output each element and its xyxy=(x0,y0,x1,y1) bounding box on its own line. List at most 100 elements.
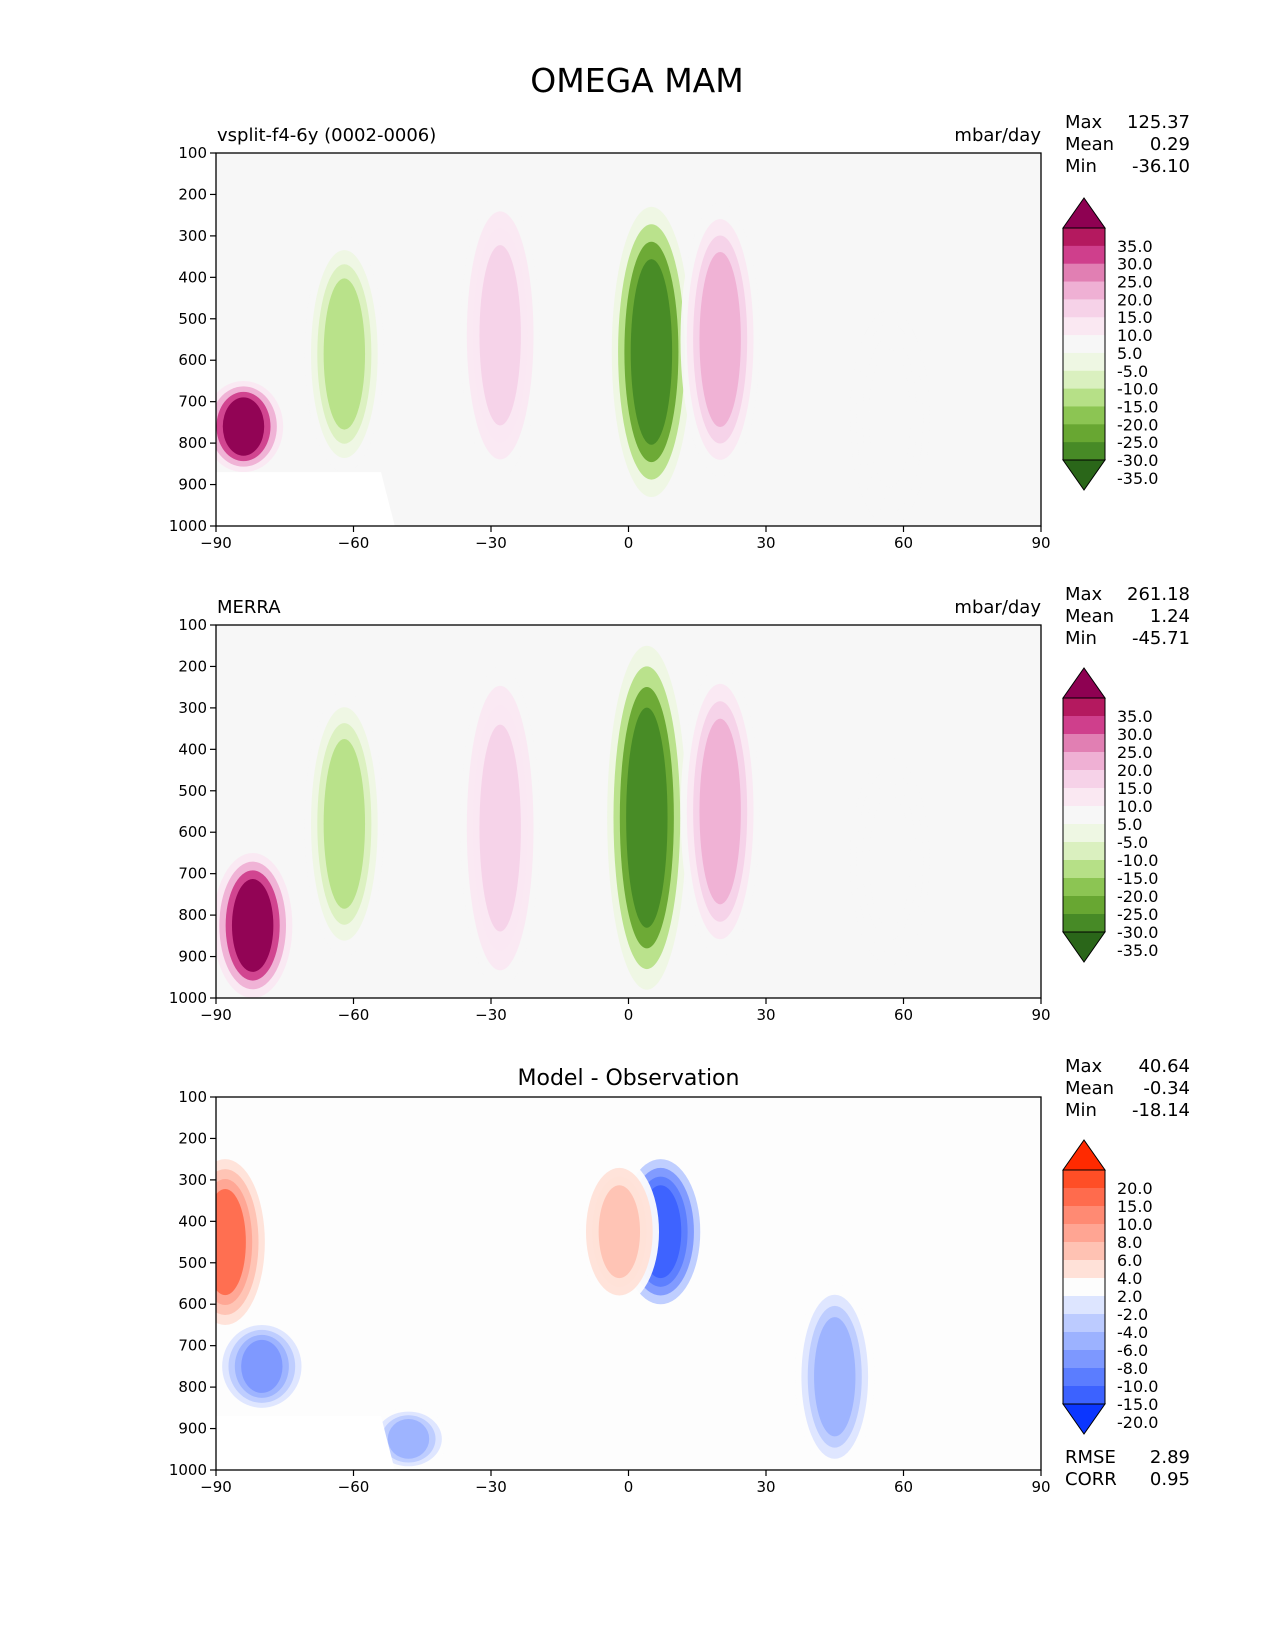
stat-label: CORR xyxy=(1065,1469,1117,1490)
stat-value: 261.18 xyxy=(1127,584,1190,605)
colorbar-label: -10.0 xyxy=(1117,851,1158,870)
colorbar-segment xyxy=(1063,1332,1105,1351)
x-tick-label: 30 xyxy=(756,534,775,552)
colorbar-label: -20.0 xyxy=(1117,887,1158,906)
colorbar-label: 2.0 xyxy=(1117,1287,1142,1306)
stat-label: RMSE xyxy=(1065,1447,1116,1468)
stat-label: Min xyxy=(1065,156,1097,177)
contour-itcz-diff-pos xyxy=(598,1185,641,1279)
colorbar-label: -4.0 xyxy=(1117,1323,1148,1342)
colorbar-label: 5.0 xyxy=(1117,815,1142,834)
x-tick-label: 30 xyxy=(756,1006,775,1024)
colorbar-segment xyxy=(1063,1296,1105,1315)
x-tick-label: −60 xyxy=(338,1478,370,1496)
colorbar-segment xyxy=(1063,734,1105,753)
colorbar-segment xyxy=(1063,299,1105,318)
colorbar-segment xyxy=(1063,860,1105,879)
x-tick-label: −30 xyxy=(475,1478,507,1496)
contour-northern-ascent xyxy=(869,349,911,488)
colorbar-segment xyxy=(1063,914,1105,933)
contour-northern-descent xyxy=(699,251,741,428)
colorbar-segment xyxy=(1063,788,1105,807)
y-tick-label: 500 xyxy=(178,1254,207,1272)
stat-value: -0.34 xyxy=(1143,1078,1190,1099)
y-tick-label: 900 xyxy=(178,1420,207,1438)
colorbar-label: 4.0 xyxy=(1117,1269,1142,1288)
colorbar-label: -5.0 xyxy=(1117,362,1148,381)
colorbar-label: 15.0 xyxy=(1117,1197,1153,1216)
stat-value: 0.29 xyxy=(1150,134,1190,155)
units-label: mbar/day xyxy=(954,125,1041,146)
y-tick-label: 400 xyxy=(178,740,207,758)
colorbar-label: -10.0 xyxy=(1117,1377,1158,1396)
colorbar-segment xyxy=(1063,1278,1105,1297)
stat-value: -18.14 xyxy=(1132,1100,1190,1121)
colorbar-label: 10.0 xyxy=(1117,1215,1153,1234)
y-tick-label: 1000 xyxy=(169,989,207,1007)
colorbar-label: 15.0 xyxy=(1117,308,1153,327)
colorbar-segment xyxy=(1063,1206,1105,1225)
colorbar-label: 15.0 xyxy=(1117,779,1153,798)
missing-data-mask xyxy=(216,472,395,526)
x-tick-label: 0 xyxy=(624,534,634,552)
contour-northern-ascent xyxy=(869,794,911,928)
y-tick-label: 400 xyxy=(178,268,207,286)
stat-label: Max xyxy=(1065,1056,1103,1077)
stat-value: -45.71 xyxy=(1132,628,1190,649)
y-tick-label: 200 xyxy=(178,185,207,203)
stat-label: Min xyxy=(1065,628,1097,649)
colorbar-segment xyxy=(1063,770,1105,789)
colorbar-label: 25.0 xyxy=(1117,743,1153,762)
y-tick-label: 700 xyxy=(178,393,207,411)
colorbar-label: 10.0 xyxy=(1117,797,1153,816)
contour-subtropical-descent xyxy=(479,245,521,426)
colorbar-label: -30.0 xyxy=(1117,451,1158,470)
y-tick-label: 800 xyxy=(178,1378,207,1396)
colorbar-segment xyxy=(1063,1368,1105,1387)
figure-title: OMEGA MAM xyxy=(530,61,743,100)
colorbar-segment xyxy=(1063,1224,1105,1243)
colorbar-extend-min xyxy=(1062,459,1106,491)
colorbar-segment xyxy=(1063,698,1105,717)
x-tick-label: 30 xyxy=(756,1478,775,1496)
colorbar-label: -20.0 xyxy=(1117,1413,1158,1432)
x-tick-label: −30 xyxy=(475,1006,507,1024)
colorbar-label: -25.0 xyxy=(1117,433,1158,452)
colorbar-label: -2.0 xyxy=(1117,1305,1148,1324)
y-tick-label: 100 xyxy=(178,616,207,634)
y-tick-label: 600 xyxy=(178,823,207,841)
colorbar-segment xyxy=(1063,1170,1105,1189)
stat-label: Mean xyxy=(1065,134,1114,155)
colorbar-label: -30.0 xyxy=(1117,923,1158,942)
colorbar-label: 35.0 xyxy=(1117,707,1153,726)
contour-field xyxy=(216,194,930,526)
x-tick-label: 60 xyxy=(894,534,913,552)
colorbar-segment xyxy=(1063,1188,1105,1207)
colorbar-label: 30.0 xyxy=(1117,725,1153,744)
y-tick-label: 900 xyxy=(178,476,207,494)
contour-northern-descent xyxy=(699,718,741,905)
x-tick-label: 90 xyxy=(1031,1006,1050,1024)
colorbar-label: -20.0 xyxy=(1117,415,1158,434)
colorbar: 35.030.025.020.015.010.05.0-5.0-10.0-15.… xyxy=(1062,667,1158,963)
x-tick-label: 90 xyxy=(1031,1478,1050,1496)
panels: −90 −60 −30 0 30 60 90 100 200 300 400 500 600 700 800… xyxy=(169,112,1190,1496)
colorbar-label: -6.0 xyxy=(1117,1341,1148,1360)
colorbar-label: 5.0 xyxy=(1117,344,1142,363)
colorbar-segment xyxy=(1063,1314,1105,1333)
stat-label: Max xyxy=(1065,112,1103,133)
colorbar-segment xyxy=(1063,442,1105,461)
colorbar-label: 6.0 xyxy=(1117,1251,1142,1270)
contour-itcz-ascent xyxy=(626,707,668,928)
colorbar-segment xyxy=(1063,896,1105,915)
stat-value: 1.24 xyxy=(1150,606,1190,627)
y-tick-label: 300 xyxy=(178,1171,207,1189)
y-tick-label: 300 xyxy=(178,699,207,717)
x-tick-label: −90 xyxy=(200,534,232,552)
contour-southern-ascent xyxy=(323,278,366,430)
colorbar-label: 20.0 xyxy=(1117,761,1153,780)
x-tick-label: −90 xyxy=(200,1006,232,1024)
colorbar: 20.015.010.08.06.04.02.0-2.0-4.0-6.0-8.0… xyxy=(1062,1139,1158,1435)
x-tick-label: 60 xyxy=(894,1478,913,1496)
colorbar-label: 30.0 xyxy=(1117,255,1153,274)
